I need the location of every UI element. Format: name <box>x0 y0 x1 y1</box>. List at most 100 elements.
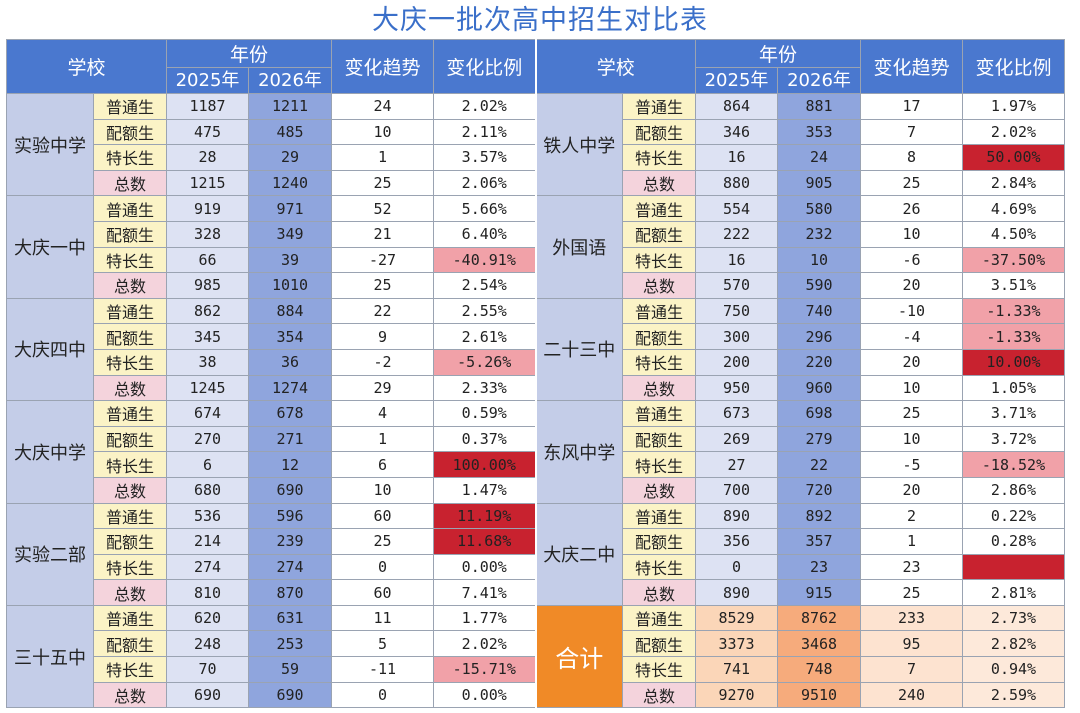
category-label: 特长生 <box>622 656 696 683</box>
value-2026: 960 <box>777 374 861 402</box>
value-2025: 985 <box>166 272 249 299</box>
value-2026: 59 <box>248 656 332 683</box>
category-label: 总数 <box>93 579 167 606</box>
table-row: 配额生 475 485 10 2.11% 配额生 346 353 7 2.02% <box>7 118 1065 146</box>
category-label: 特长生 <box>93 144 167 171</box>
value-2026: 349 <box>248 220 332 248</box>
category-label: 总数 <box>622 374 696 402</box>
school-name: 大庆一中 <box>6 195 94 299</box>
school-name: 大庆二中 <box>534 502 623 606</box>
header-year-left: 年份 <box>166 39 332 68</box>
value-2025: 16 <box>695 246 778 274</box>
value-2026: 870 <box>248 579 332 606</box>
change-ratio <box>962 553 1065 581</box>
change-value: 25 <box>860 169 963 197</box>
category-label: 特长生 <box>93 348 167 376</box>
change-ratio: 3.51% <box>962 272 1065 299</box>
change-value: 60 <box>331 502 434 530</box>
change-value: -11 <box>331 656 434 683</box>
change-value: 10 <box>331 118 434 146</box>
category-label: 普通生 <box>93 502 167 530</box>
table-row: 总数 1215 1240 25 2.06% 总数 880 905 25 2.84% <box>7 169 1065 197</box>
change-ratio: 2.61% <box>433 323 536 350</box>
category-label: 普通生 <box>93 400 167 427</box>
table-row: 配额生 345 354 9 2.61% 配额生 300 296 -4 -1.33% <box>7 323 1065 350</box>
table-row: 特长生 70 59 -11 -15.71% 特长生 741 748 7 0.94% <box>7 656 1065 683</box>
table-row: 大庆一中 普通生 919 971 52 5.66% 外国语 普通生 554 580 26 4.69% <box>6 195 1065 299</box>
category-label: 配额生 <box>622 220 696 248</box>
value-2025: 38 <box>166 348 249 376</box>
change-value: 10 <box>331 476 434 504</box>
change-value: 20 <box>860 348 963 376</box>
change-ratio: 11.68% <box>433 528 536 555</box>
change-ratio: 0.00% <box>433 681 536 709</box>
change-value: 6 <box>331 451 434 478</box>
value-2025: 554 <box>695 195 778 222</box>
value-2026: 590 <box>777 272 861 299</box>
category-label: 特长生 <box>93 451 167 478</box>
change-ratio: 0.22% <box>962 502 1065 530</box>
value-2026: 485 <box>248 118 332 146</box>
category-label: 特长生 <box>622 144 696 171</box>
category-label: 普通生 <box>93 195 167 222</box>
change-ratio: 2.11% <box>433 118 536 146</box>
change-ratio: 2.06% <box>433 169 536 197</box>
change-ratio: 3.57% <box>433 144 536 171</box>
value-2025: 890 <box>695 579 778 606</box>
change-value: 24 <box>331 93 434 120</box>
table-row: 配额生 270 271 1 0.37% 配额生 269 279 10 3.72% <box>7 425 1065 453</box>
category-label: 总数 <box>622 272 696 299</box>
value-2026: 596 <box>248 502 332 530</box>
change-ratio: 2.02% <box>962 118 1065 146</box>
change-value: 52 <box>331 195 434 222</box>
header-trend-left: 变化趋势 <box>331 39 434 94</box>
category-label: 特长生 <box>93 553 167 581</box>
value-2026: 271 <box>248 425 332 453</box>
category-label: 特长生 <box>622 553 696 581</box>
change-ratio: 1.47% <box>433 476 536 504</box>
value-2025: 864 <box>695 93 778 120</box>
change-ratio: 50.00% <box>962 144 1065 171</box>
value-2025: 475 <box>166 118 249 146</box>
value-2026: 1274 <box>248 374 332 402</box>
change-value: 11 <box>331 604 434 632</box>
school-name: 实验二部 <box>6 502 94 606</box>
category-label: 总数 <box>622 169 696 197</box>
change-value: 26 <box>860 195 963 222</box>
value-2026: 698 <box>777 400 861 427</box>
category-label: 普通生 <box>93 297 167 325</box>
change-ratio: 0.28% <box>962 528 1065 555</box>
value-2026: 296 <box>777 323 861 350</box>
header-2025-right: 2025年 <box>695 67 778 94</box>
value-2025: 536 <box>166 502 249 530</box>
table-row: 特长生 274 274 0 0.00% 特长生 0 23 23 <box>7 553 1065 581</box>
header-2025-left: 2025年 <box>166 67 249 94</box>
category-label: 配额生 <box>93 630 167 658</box>
summary-ratio: 2.59% <box>962 681 1065 709</box>
value-2025: 880 <box>695 169 778 197</box>
value-2026: 892 <box>777 502 861 530</box>
category-label: 总数 <box>622 579 696 606</box>
category-label: 总数 <box>93 169 167 197</box>
table-row: 大庆中学 普通生 674 678 4 0.59% 东风中学 普通生 673 698 25 3.71% <box>6 400 1065 504</box>
school-name: 大庆四中 <box>6 297 94 402</box>
value-2026: 678 <box>248 400 332 427</box>
category-label: 普通生 <box>622 93 696 120</box>
value-2025: 700 <box>695 476 778 504</box>
school-name: 实验中学 <box>6 92 94 197</box>
change-value: 4 <box>331 400 434 427</box>
summary-ratio: 2.82% <box>962 630 1065 658</box>
category-label: 特长生 <box>93 656 167 683</box>
category-label: 特长生 <box>93 246 167 274</box>
value-2026: 39 <box>248 246 332 274</box>
value-2025: 16 <box>695 144 778 171</box>
value-2026: 353 <box>777 118 861 146</box>
category-label: 普通生 <box>622 502 696 530</box>
change-value: 1 <box>331 144 434 171</box>
value-2025: 0 <box>695 553 778 581</box>
category-label: 总数 <box>93 681 167 709</box>
change-value: 23 <box>860 553 963 581</box>
value-2026: 232 <box>777 220 861 248</box>
category-label: 特长生 <box>622 451 696 478</box>
change-value: 2 <box>860 502 963 530</box>
